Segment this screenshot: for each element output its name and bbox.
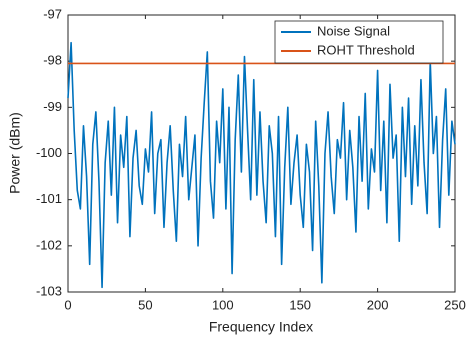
- y-tick-label: -103: [36, 283, 62, 298]
- x-tick-label: 150: [289, 297, 311, 312]
- legend-box: [274, 20, 444, 64]
- y-tick-label: -100: [36, 145, 62, 160]
- x-tick-label: 100: [212, 297, 234, 312]
- y-axis-label: Power (dBm): [7, 112, 23, 194]
- y-tick-label: -102: [36, 237, 62, 252]
- x-tick-label: 0: [64, 297, 71, 312]
- y-tick-label: -98: [43, 53, 62, 68]
- y-tick-label: -101: [36, 191, 62, 206]
- x-tick-label: 200: [367, 297, 389, 312]
- x-tick-label: 250: [444, 297, 466, 312]
- x-axis-label: Frequency Index: [209, 319, 313, 335]
- legend-label: Noise Signal: [317, 23, 390, 38]
- legend-label: ROHT Threshold: [317, 42, 415, 57]
- y-tick-label: -97: [43, 6, 62, 21]
- y-tick-label: -99: [43, 99, 62, 114]
- x-tick-label: 50: [138, 297, 152, 312]
- series-line: [67, 41, 456, 289]
